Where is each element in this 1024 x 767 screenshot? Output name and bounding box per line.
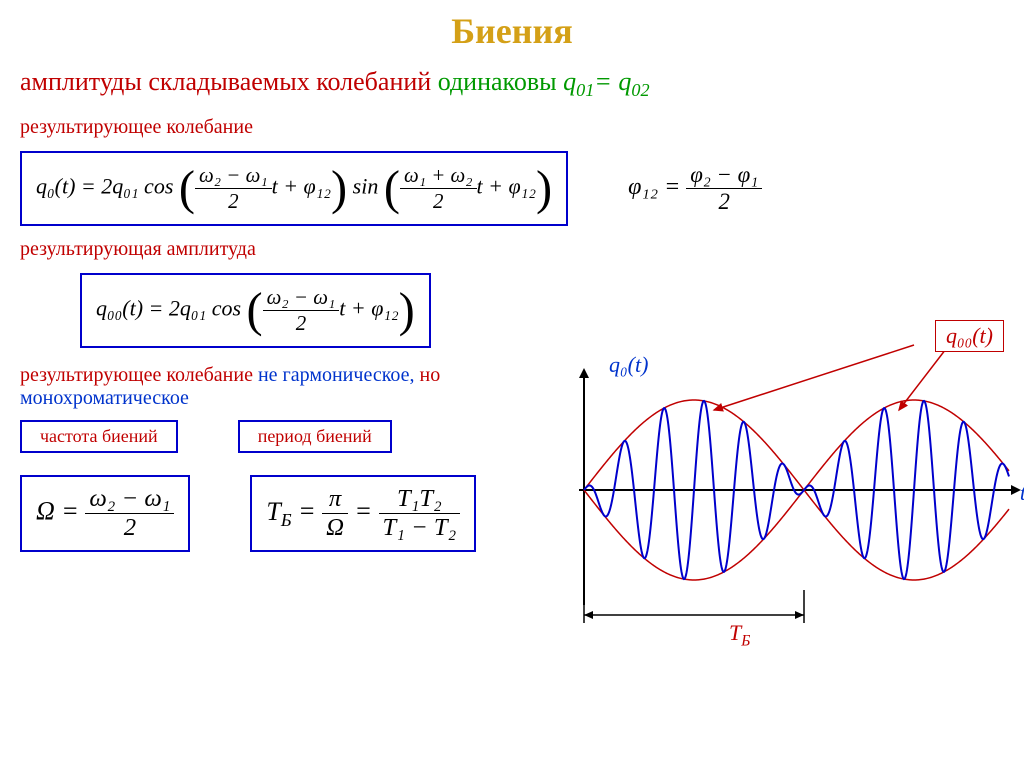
- page-title: Биения: [20, 10, 1004, 52]
- tb-period-label: TБ: [729, 620, 750, 650]
- beat-chart: q₀₀(t) q₀(t) t TБ: [554, 330, 1024, 670]
- amplitude-text: амплитуды складываемых колебаний: [20, 67, 431, 96]
- q0-axis-label: q₀(t): [609, 352, 648, 378]
- formula-q00: q₀₀(t) = 2q₀₁ cos (ω₂ − ω₁2t + φ₁₂): [80, 273, 431, 348]
- formula-phi: φ₁₂ = φ₂ − φ₁2: [628, 162, 762, 215]
- formula-row-1: q₀(t) = 2q₀₁ cos (ω₂ − ω₁2t + φ₁₂) sin (…: [20, 147, 1004, 230]
- beat-svg: [554, 330, 1024, 670]
- subhead-amp: результирующая амплитуда: [20, 238, 1004, 261]
- note-text: результирующее колебание не гармоническо…: [20, 364, 500, 410]
- t-axis-label: t: [1020, 480, 1024, 506]
- subhead-result: результирующее колебание: [20, 116, 1004, 139]
- period-label-box: период биений: [238, 420, 392, 453]
- formula-omega: Ω = ω₂ − ω₁2: [20, 475, 190, 552]
- formula-tb: TБ = πΩ = T₁T₂T₁ − T₂: [250, 475, 476, 552]
- freq-label-box: частота биений: [20, 420, 178, 453]
- equal-text: одинаковы: [438, 67, 557, 96]
- q00-box-label: q₀₀(t): [935, 320, 1004, 352]
- eq-symbol: q01= q02: [563, 67, 649, 96]
- condition-line: амплитуды складываемых колебаний одинако…: [20, 67, 1004, 101]
- formula-q0: q₀(t) = 2q₀₁ cos (ω₂ − ω₁2t + φ₁₂) sin (…: [20, 151, 568, 226]
